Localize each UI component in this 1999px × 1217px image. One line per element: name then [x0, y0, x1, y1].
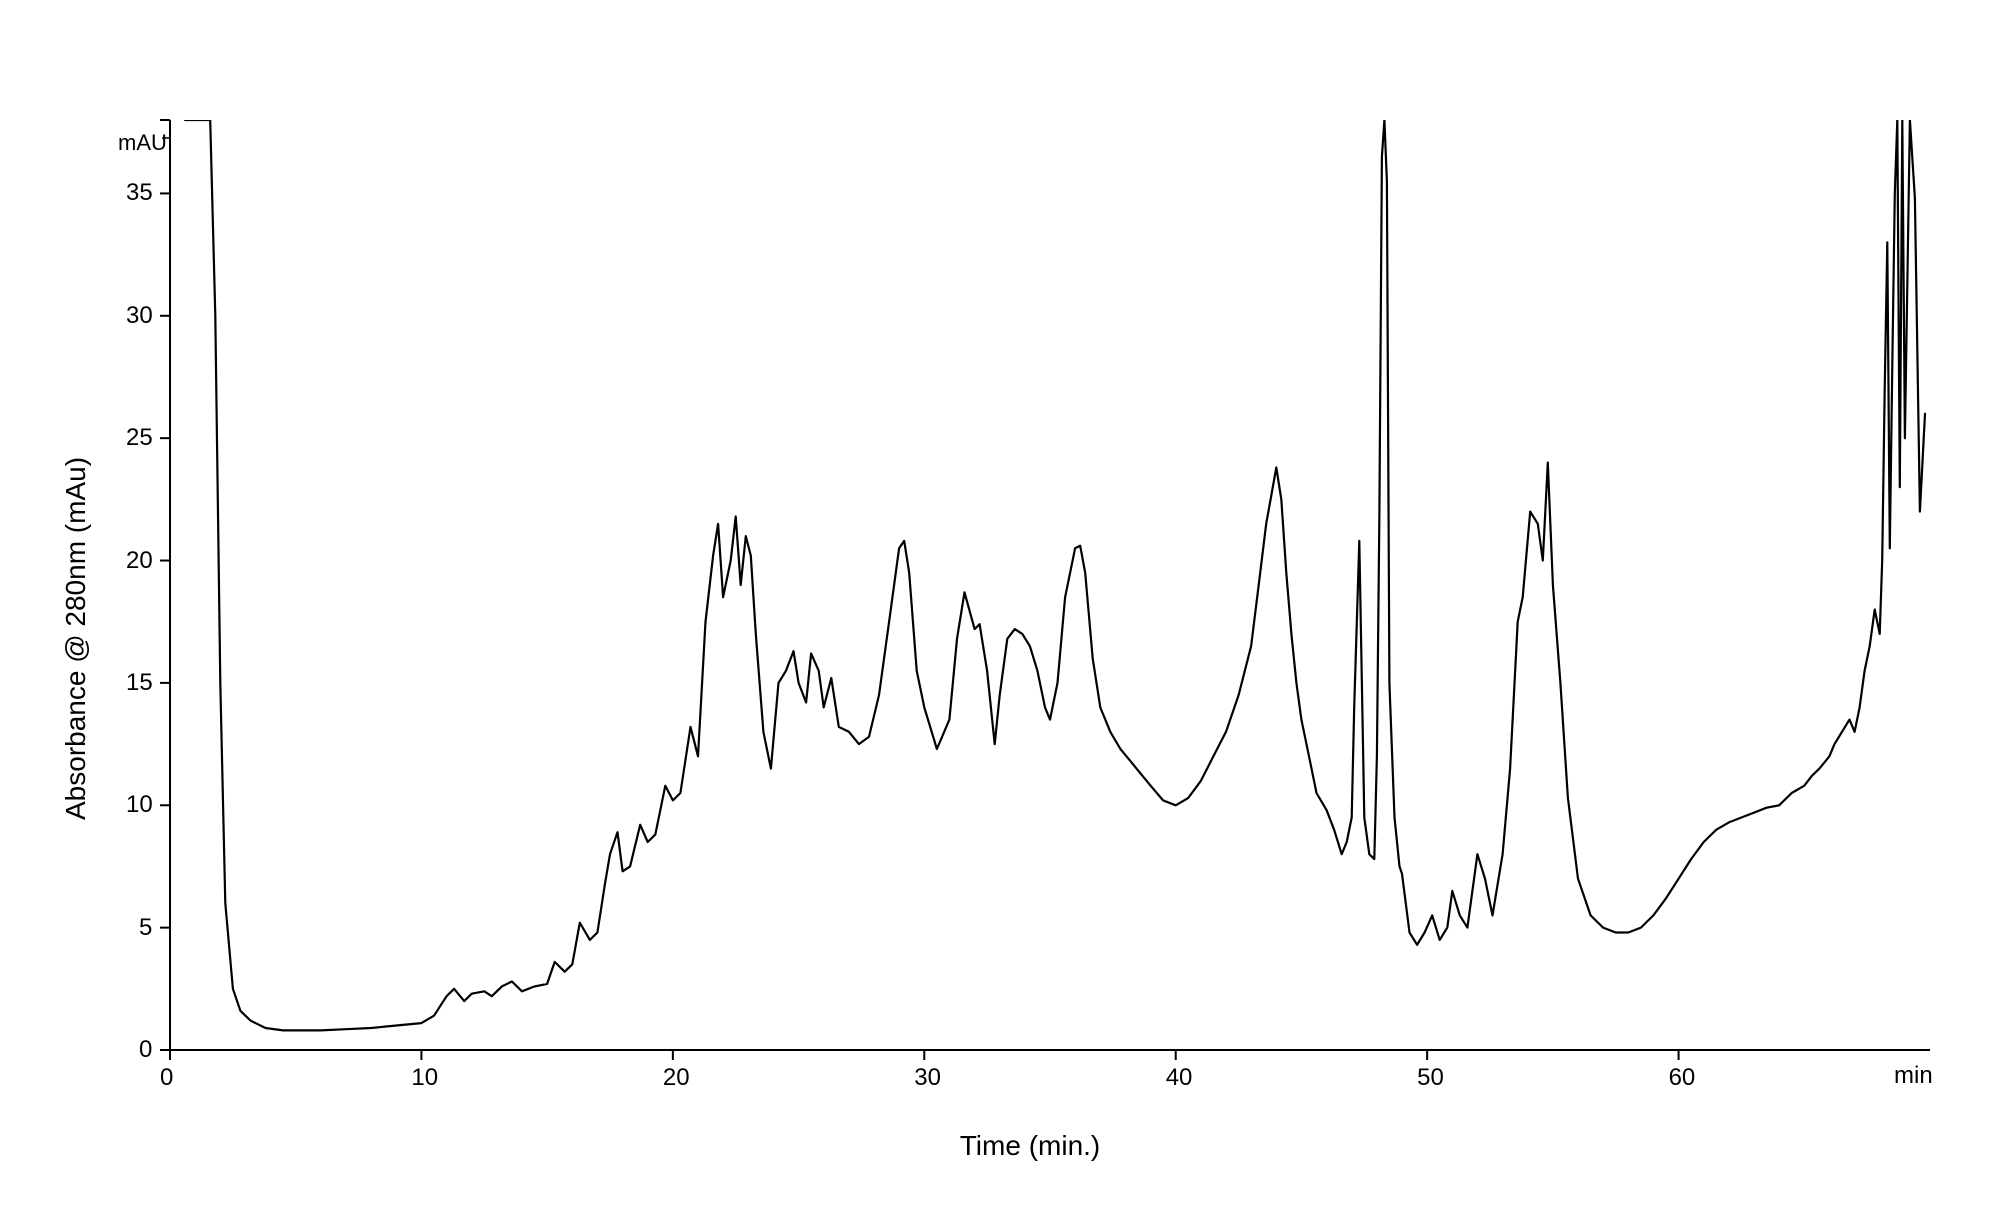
chromatogram-chart: Absorbance @ 280nm (mAu) Time (min.) mAU… — [0, 0, 1999, 1217]
x-tick-label: 50 — [1417, 1064, 1444, 1092]
y-tick-label: 15 — [126, 669, 153, 697]
y-tick-label: 25 — [126, 424, 153, 452]
y-tick-label: 30 — [126, 302, 153, 330]
y-tick-label: 5 — [139, 914, 152, 942]
plot-area — [0, 0, 1999, 1217]
y-tick-label: 20 — [126, 547, 153, 575]
x-tick-label: 20 — [663, 1064, 690, 1092]
x-tick-label: 60 — [1669, 1064, 1696, 1092]
y-tick-label: 10 — [126, 791, 153, 819]
y-tick-label: 35 — [126, 179, 153, 207]
y-tick-label: 0 — [139, 1036, 152, 1064]
x-tick-label: 40 — [1166, 1064, 1193, 1092]
x-tick-label: 0 — [160, 1064, 173, 1092]
x-tick-label: 30 — [914, 1064, 941, 1092]
x-tick-label: 10 — [411, 1064, 438, 1092]
